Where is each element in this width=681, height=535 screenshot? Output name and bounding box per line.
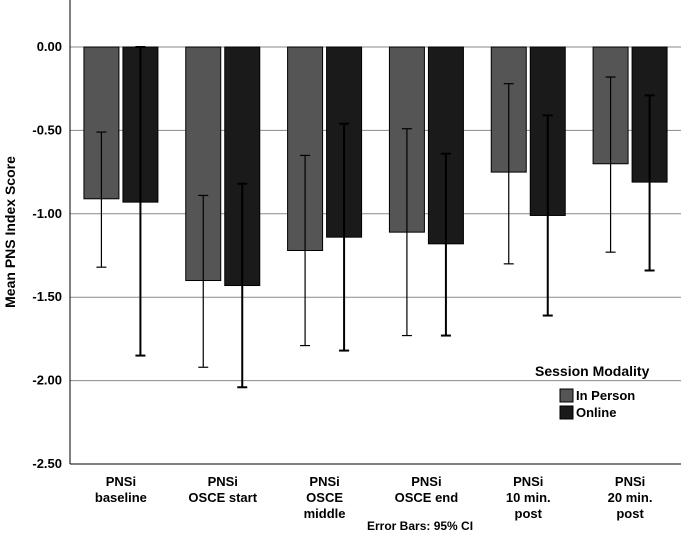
legend-label: In Person — [576, 388, 635, 403]
x-tick-label: 10 min. — [506, 490, 551, 505]
y-tick-label: -1.50 — [32, 289, 62, 304]
y-tick-label: -1.00 — [32, 206, 62, 221]
x-tick-label: post — [616, 506, 644, 521]
x-tick-label: post — [515, 506, 543, 521]
x-tick-label: PNSi — [411, 474, 441, 489]
x-tick-label: PNSi — [208, 474, 238, 489]
legend: Session Modality In Person Online — [535, 363, 650, 420]
x-tick-label: OSCE — [306, 490, 343, 505]
error-bars-note: Error Bars: 95% CI — [367, 519, 473, 533]
x-tick-label: PNSi — [615, 474, 645, 489]
bars — [83, 46, 668, 287]
y-axis-ticks: 0.00 -0.50 -1.00 -1.50 -2.00 -2.50 — [32, 39, 62, 471]
legend-label: Online — [576, 405, 616, 420]
x-tick-label: PNSi — [513, 474, 543, 489]
x-tick-label: 20 min. — [608, 490, 653, 505]
legend-title: Session Modality — [535, 363, 650, 379]
x-tick-label: PNSi — [106, 474, 136, 489]
y-tick-label: 0.00 — [37, 39, 62, 54]
error-bars — [96, 46, 655, 389]
x-tick-label: baseline — [95, 490, 147, 505]
legend-swatch-online — [559, 405, 574, 420]
y-axis-title: Mean PNS Index Score — [2, 156, 18, 308]
gridlines — [70, 46, 681, 382]
x-tick-label: OSCE end — [395, 490, 459, 505]
y-tick-label: -2.00 — [32, 373, 62, 388]
x-tick-label: PNSi — [309, 474, 339, 489]
y-tick-label: -0.50 — [32, 122, 62, 137]
x-tick-label: middle — [304, 506, 346, 521]
y-tick-label: -2.50 — [32, 456, 62, 471]
legend-swatch-in-person — [559, 388, 574, 403]
x-tick-label: OSCE start — [188, 490, 257, 505]
axes — [69, 0, 681, 465]
